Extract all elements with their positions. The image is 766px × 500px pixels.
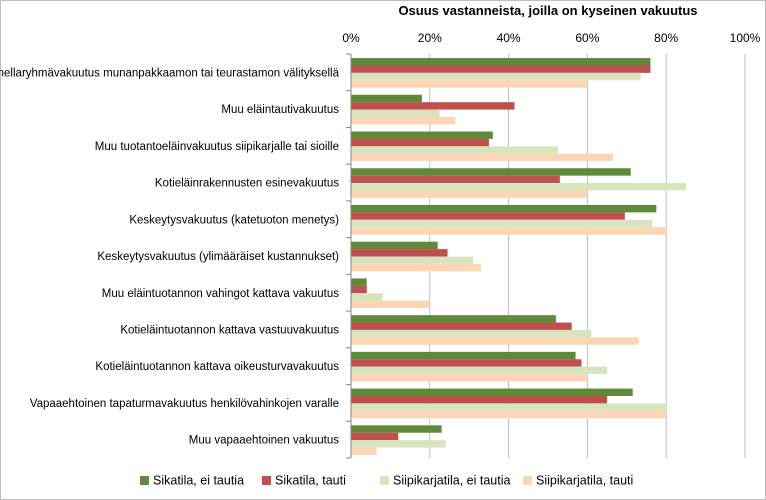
bar: [351, 374, 588, 382]
bar: [351, 440, 446, 448]
legend-swatch: [140, 476, 149, 485]
x-axis-ticks: 0% 20% 40% 60% 80% 100%: [342, 31, 760, 45]
category-label: Muu eläintuotannon vahingot kattava vaku…: [102, 288, 339, 300]
legend-label: Siipikarjatila, ei tautia: [393, 473, 510, 487]
category-label: Kotieläintuotannon kattava vastuuvakuutu…: [120, 324, 339, 336]
bar: [351, 425, 442, 433]
category-labels: Salmonellaryhmävakuutus munanpakkaamon t…: [0, 67, 340, 446]
bar: [351, 153, 614, 162]
bar: [351, 146, 558, 154]
category-label: Salmonellaryhmävakuutus munanpakkaamon t…: [0, 67, 340, 79]
category-label: Keskeytysvakuutus (katetuoton menetys): [129, 214, 339, 226]
bar: [351, 293, 383, 301]
category-label: Muu eläintautivakuutus: [221, 104, 339, 116]
x-tick-label: 40%: [497, 31, 521, 45]
y-axis: [346, 53, 352, 459]
bar: [351, 351, 576, 360]
bar: [351, 219, 653, 228]
bars: [351, 58, 686, 455]
bar: [351, 175, 560, 184]
category-label: Vapaaehtoinen tapaturmavakuutus henkilöv…: [30, 398, 339, 410]
bar: [351, 131, 493, 139]
bar: [351, 72, 641, 81]
x-tick-label: 100%: [730, 31, 761, 45]
legend: Sikatila, ei tautia Sikatila, tauti Siipik…: [140, 473, 633, 487]
category-label: Kotieläinrakennusten esinevakuutus: [155, 178, 339, 190]
bar: [351, 204, 657, 213]
bar: [351, 315, 556, 323]
bar: [351, 388, 633, 397]
bar: [351, 256, 474, 264]
bar: [351, 241, 438, 250]
bar: [351, 366, 608, 375]
bar: [351, 227, 667, 235]
bar: [351, 94, 422, 103]
bar: [351, 447, 377, 455]
legend-swatch: [262, 476, 271, 485]
bar: [351, 278, 367, 286]
bar: [351, 168, 631, 176]
bar: [351, 403, 667, 411]
x-tick-label: 0%: [342, 31, 360, 45]
bar: [351, 300, 430, 309]
bar: [351, 109, 440, 117]
bar: [351, 410, 667, 419]
chart-title: Osuus vastanneista, joilla on kyseinen v…: [398, 3, 697, 18]
legend-swatch: [380, 476, 389, 485]
x-tick-label: 80%: [654, 31, 678, 45]
legend-label: Sikatila, ei tautia: [153, 473, 244, 487]
x-tick-label: 20%: [418, 31, 442, 45]
bar: [351, 285, 367, 294]
category-label: Keskeytysvakuutus (ylimääräiset kustannu…: [97, 251, 339, 263]
bar: [351, 322, 572, 330]
x-tick-label: 60%: [575, 31, 599, 45]
legend-swatch: [523, 476, 532, 485]
category-label: Muu vapaaehtoinen vakuutus: [189, 435, 339, 447]
legend-label: Siipikarjatila, tauti: [536, 473, 633, 487]
legend-label: Sikatila, tauti: [275, 473, 346, 487]
bar: [351, 212, 625, 220]
bar: [351, 58, 651, 66]
bar: [351, 249, 448, 257]
bar: [351, 190, 588, 198]
bar: [351, 329, 592, 338]
bar: [351, 432, 399, 441]
category-label: Kotieläintuotannon kattava oikeusturvava…: [95, 361, 339, 373]
bar: [351, 116, 456, 125]
bar: [351, 65, 651, 73]
bar: [351, 359, 582, 367]
bar: [351, 337, 639, 345]
bar: [351, 80, 588, 88]
bar: [351, 102, 515, 110]
bar: [351, 138, 489, 147]
category-label: Muu tuotantoeläinvakuutus siipikarjalle …: [95, 141, 339, 153]
bar: [351, 263, 482, 272]
bar: [351, 396, 608, 404]
bar: [351, 183, 686, 191]
